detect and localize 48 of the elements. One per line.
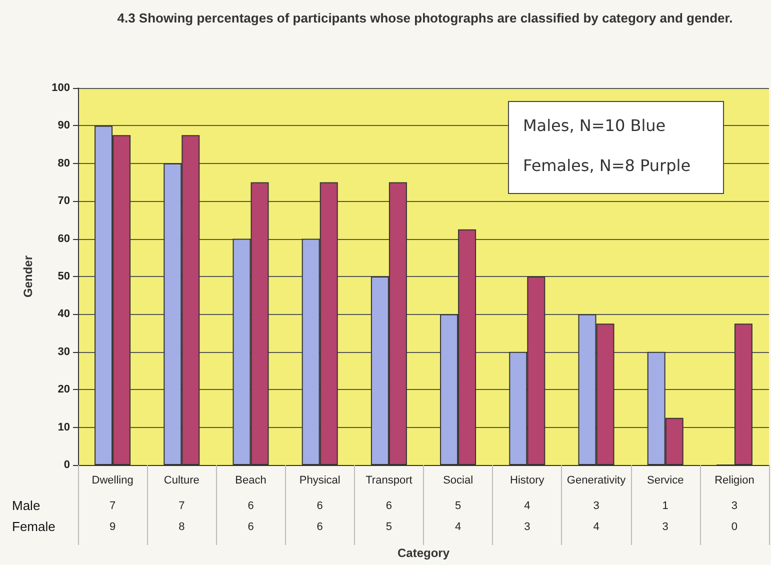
y-tick-label: 70 [58, 195, 70, 208]
text: 1 [662, 500, 668, 512]
x-tick-label: Physical [299, 474, 340, 486]
x-tick-label: Service [647, 474, 684, 486]
annotation: Males, N=10 Blue [523, 116, 666, 135]
text: Male [12, 498, 40, 513]
text: 5 [454, 500, 462, 512]
chart-title: 4.3 Showing percentages of participants whose photographs are classified by category and gender. [117, 10, 733, 26]
text: 4 [524, 500, 530, 512]
text: 9 [109, 521, 116, 533]
y-tick-label: 50 [58, 270, 70, 282]
y-tick-label: 90 [58, 120, 70, 132]
text: 6 [386, 500, 392, 512]
x-tick-label: Generativity [566, 474, 626, 486]
y-tick-label: 40 [58, 308, 70, 320]
y-tick-label: 30 [58, 346, 70, 358]
y-tick-label: 60 [58, 232, 70, 245]
y-tick-label: 20 [58, 384, 70, 396]
x-tick-label: Religion [714, 474, 754, 486]
text: 4 [454, 521, 462, 533]
y-tick-label: 100 [52, 82, 70, 94]
x-tick-label: Social [443, 474, 474, 486]
text: 3 [593, 500, 600, 512]
text: 8 [178, 521, 185, 533]
y-tick-label: 80 [58, 157, 70, 170]
annotation: Females, N=8 Purple [523, 156, 691, 175]
text: 6 [316, 521, 323, 533]
x-tick-label: Transport [366, 474, 412, 486]
text: 7 [109, 500, 116, 512]
y-tick-label: 10 [58, 421, 70, 434]
x-tick-label: History [510, 474, 545, 486]
text: 6 [316, 500, 323, 512]
x-axis-title: Category [397, 546, 450, 560]
text: 3 [662, 521, 668, 533]
text: 5 [386, 521, 392, 533]
x-tick-label: Beach [235, 474, 266, 486]
y-axis-title: Gender [21, 255, 35, 298]
text: 7 [178, 500, 185, 512]
x-tick-label: Culture [164, 474, 200, 486]
text: 0 [731, 521, 738, 533]
y-tick-label: 0 [64, 459, 70, 471]
text: 3 [524, 521, 530, 533]
text: 3 [731, 500, 738, 512]
text: 4 [593, 521, 600, 533]
text: Female [12, 519, 56, 534]
text: 6 [248, 500, 254, 512]
text: 6 [248, 521, 254, 533]
x-tick-label: Dwelling [92, 474, 134, 486]
